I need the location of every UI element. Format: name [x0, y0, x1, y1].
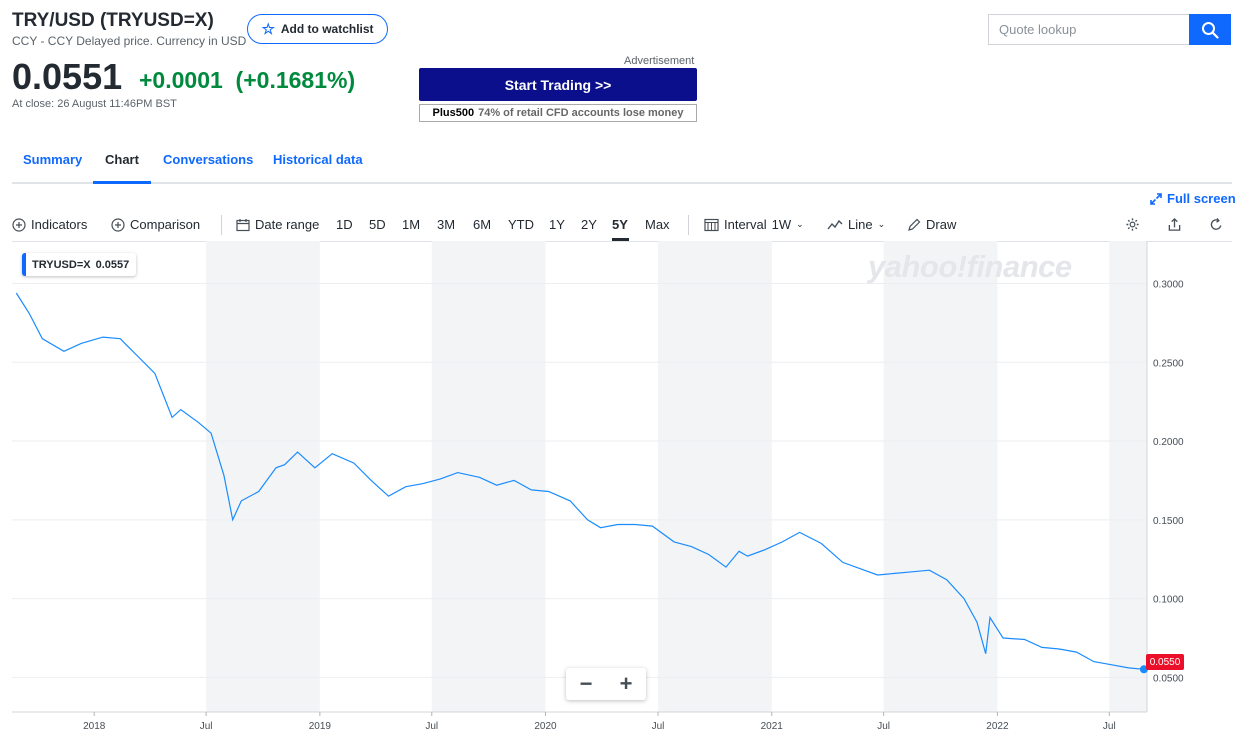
- y-tick-label: 0.3000: [1153, 280, 1184, 291]
- period-2y[interactable]: 2Y: [581, 217, 597, 232]
- y-tick-label: 0.1000: [1153, 595, 1184, 606]
- share-button[interactable]: [1167, 217, 1182, 232]
- chevron-down-icon: ⌄: [796, 219, 804, 229]
- period-3m[interactable]: 3M: [437, 217, 456, 232]
- interval-value: 1W: [771, 217, 792, 232]
- search-button[interactable]: [1189, 14, 1231, 45]
- page-title: TRY/USD (TRYUSD=X): [12, 10, 214, 31]
- shaded-band: [206, 241, 320, 712]
- zoom-out-button[interactable]: −: [579, 671, 593, 696]
- tab-divider: [12, 182, 1232, 184]
- reset-icon: [1210, 217, 1222, 230]
- zoom-controls[interactable]: − +: [566, 668, 646, 700]
- x-tick-label: 2021: [761, 721, 784, 732]
- comparison-label: Comparison: [130, 217, 201, 232]
- legend-value: 0.0557: [95, 258, 130, 271]
- pencil-icon: [908, 218, 921, 231]
- y-tick-label: 0.0500: [1153, 673, 1184, 684]
- chart-legend[interactable]: TRYUSD=X 0.0557: [22, 253, 137, 276]
- reset-button[interactable]: [1209, 217, 1224, 232]
- chart-type-dropdown[interactable]: Line ⌄: [827, 217, 885, 232]
- x-tick-label: Jul: [1103, 721, 1116, 732]
- shaded-band: [1109, 241, 1147, 712]
- x-tick-label: 2019: [309, 721, 332, 732]
- x-tick-label: 2022: [986, 721, 1009, 732]
- interval-icon: [704, 218, 719, 231]
- calendar-icon: [236, 218, 250, 231]
- interval-dropdown[interactable]: Interval 1W ⌄: [704, 217, 804, 232]
- ad-start-trading-button[interactable]: Start Trading >>: [419, 68, 697, 101]
- legend-symbol: TRYUSD=X: [32, 258, 91, 271]
- chevron-down-icon: ⌄: [877, 219, 886, 229]
- plus-circle-icon: [12, 217, 26, 232]
- ad-brand: Plus500: [432, 107, 475, 119]
- y-tick-label: 0.1500: [1153, 516, 1184, 527]
- settings-button[interactable]: [1125, 217, 1140, 232]
- zoom-in-button[interactable]: +: [619, 671, 633, 696]
- y-tick-label: 0.2000: [1153, 437, 1184, 448]
- shaded-band: [431, 241, 546, 712]
- current-price: 0.0551: [12, 56, 123, 97]
- period-max[interactable]: Max: [645, 217, 670, 232]
- expand-icon: [1150, 192, 1162, 205]
- indicators-label: Indicators: [31, 217, 88, 232]
- full-screen-button[interactable]: Full screen: [1150, 191, 1236, 206]
- period-1y[interactable]: 1Y: [549, 217, 565, 232]
- toolbar-divider: [12, 241, 1232, 242]
- add-to-watchlist-button[interactable]: ☆ Add to watchlist: [247, 14, 388, 44]
- ad-warning: 74% of retail CFD accounts lose money: [478, 107, 684, 119]
- indicators-button[interactable]: Indicators: [12, 217, 87, 232]
- x-tick-label: Jul: [652, 721, 665, 732]
- last-point-marker: [1139, 665, 1148, 674]
- full-screen-label: Full screen: [1167, 191, 1236, 206]
- period-1m[interactable]: 1M: [402, 217, 421, 232]
- x-tick-label: 2020: [534, 721, 557, 732]
- tab-conversations[interactable]: Conversations: [163, 152, 254, 167]
- tab-historical-data[interactable]: Historical data: [273, 152, 363, 167]
- chart-type-label: Line: [848, 217, 873, 232]
- quote-subtitle: CCY - CCY Delayed price. Currency in USD: [12, 34, 247, 48]
- ad-label: Advertisement: [624, 55, 695, 67]
- last-value-label: 0.0550: [1146, 654, 1184, 670]
- share-icon: [1168, 217, 1181, 231]
- watchlist-label: Add to watchlist: [280, 22, 374, 36]
- period-ytd[interactable]: YTD: [508, 217, 534, 232]
- close-time: At close: 26 August 11:46PM BST: [12, 98, 177, 110]
- search-icon: [1202, 21, 1219, 39]
- price-change: +0.0001 (+0.1681%): [139, 67, 356, 93]
- quote-lookup-input[interactable]: [988, 14, 1189, 45]
- period-1d[interactable]: 1D: [336, 217, 353, 232]
- line-chart-icon: [827, 219, 843, 229]
- ad-disclaimer[interactable]: Plus500 74% of retail CFD accounts lose …: [419, 104, 697, 122]
- gear-icon: [1126, 218, 1139, 231]
- period-5d[interactable]: 5D: [369, 217, 386, 232]
- price-chart[interactable]: 2018 Jul 2019 Jul 2020 Jul 2021 Jul 2022 Jul 0.30…: [0, 241, 1245, 741]
- comparison-button[interactable]: Comparison: [111, 217, 200, 232]
- y-tick-label: 0.2500: [1153, 358, 1184, 369]
- toolbar-separator: [688, 215, 689, 235]
- star-icon: ☆: [261, 20, 275, 38]
- x-tick-label: Jul: [200, 721, 213, 732]
- x-tick-label: 2018: [83, 721, 106, 732]
- shaded-band: [883, 241, 998, 712]
- draw-button[interactable]: Draw: [907, 217, 956, 232]
- x-tick-label: Jul: [877, 721, 890, 732]
- legend-color-swatch: [22, 253, 26, 276]
- date-range-label: Date range: [255, 217, 320, 232]
- toolbar-separator: [221, 215, 222, 235]
- period-5y[interactable]: 5Y: [612, 217, 628, 232]
- tab-chart[interactable]: Chart: [105, 152, 139, 167]
- yahoo-finance-watermark: yahoo!finance: [868, 249, 1072, 284]
- tab-summary[interactable]: Summary: [23, 152, 83, 167]
- active-period-indicator: [612, 238, 629, 241]
- x-tick-label: Jul: [425, 721, 438, 732]
- date-range-button[interactable]: Date range: [236, 217, 319, 232]
- shaded-band: [658, 241, 772, 712]
- period-6m[interactable]: 6M: [473, 217, 492, 232]
- interval-label: Interval: [724, 217, 767, 232]
- plus-circle-icon: [111, 217, 125, 232]
- series-line-tryusd: [15, 292, 1144, 670]
- draw-label: Draw: [926, 217, 957, 232]
- active-tab-indicator: [93, 181, 151, 184]
